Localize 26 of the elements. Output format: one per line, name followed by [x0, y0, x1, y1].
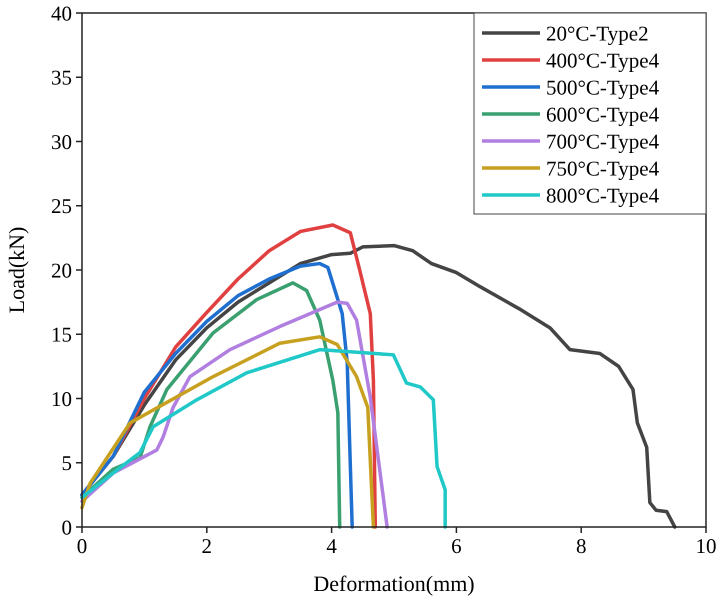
legend-label: 750°C-Type4 [546, 156, 660, 180]
legend-label: 20°C-Type2 [546, 21, 649, 46]
y-tick-label: 5 [62, 451, 72, 476]
y-tick-label: 0 [62, 515, 72, 540]
x-axis-title: Deformation(mm) [313, 571, 475, 596]
x-tick-label: 10 [696, 534, 716, 558]
legend-label: 400°C-Type4 [546, 48, 660, 72]
y-tick-label: 40 [51, 1, 72, 26]
line-series [80, 335, 376, 529]
x-tick-label: 4 [326, 534, 338, 558]
legend-label: 500°C-Type4 [546, 75, 660, 100]
y-tick-label: 35 [51, 66, 72, 90]
x-tick-label: 8 [576, 534, 586, 558]
x-tick-label: 0 [76, 534, 88, 558]
y-tick-label: 30 [51, 130, 72, 154]
legend-label: 600°C-Type4 [546, 102, 660, 126]
y-tick-label: 25 [51, 194, 72, 218]
y-tick-label: 20 [51, 258, 72, 282]
legend-label: 800°C-Type4 [546, 183, 660, 208]
x-tick-label: 6 [451, 534, 462, 558]
x-tick-label: 2 [202, 534, 212, 558]
y-tick-label: 10 [51, 386, 72, 411]
legend-label: 700°C-Type4 [546, 129, 660, 154]
line-series [80, 348, 447, 529]
y-axis-title: Load(kN) [4, 226, 29, 314]
y-tick-label: 15 [51, 322, 72, 347]
